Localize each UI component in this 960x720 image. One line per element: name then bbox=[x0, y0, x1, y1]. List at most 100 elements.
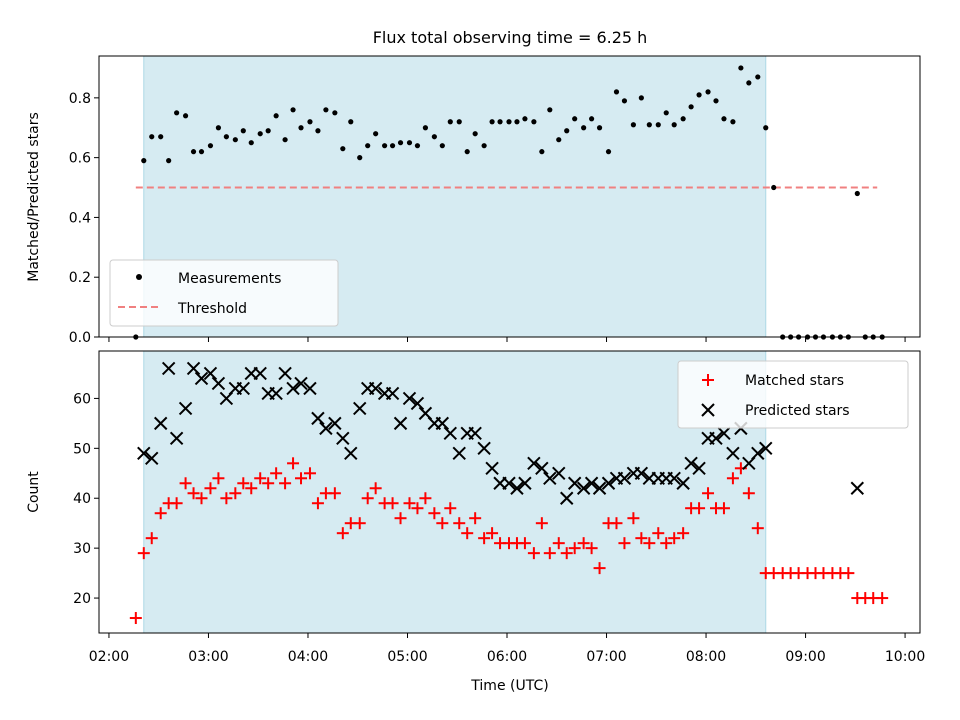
count-series-2 bbox=[137, 361, 865, 505]
ratio-legend: Measurements Threshold bbox=[109, 259, 339, 327]
count-legend-box bbox=[677, 360, 909, 429]
predicted-stars-point bbox=[161, 361, 176, 376]
count-y-tick-label: 50 bbox=[73, 441, 91, 457]
threshold-legend-label: Threshold bbox=[177, 301, 247, 317]
predicted-stars-point bbox=[684, 456, 698, 471]
matched-stars-point bbox=[568, 542, 581, 555]
predicted-stars-point bbox=[286, 381, 300, 396]
x-tick-label: 05:00 bbox=[387, 649, 427, 665]
predicted-stars-point bbox=[634, 466, 649, 480]
predicted-stars-point bbox=[236, 381, 251, 396]
measurement-point bbox=[663, 110, 669, 116]
matched-stars-point bbox=[627, 512, 640, 525]
matched-stars-point bbox=[311, 497, 324, 510]
predicted-stars-point bbox=[502, 476, 516, 490]
matched-stars-point bbox=[137, 547, 150, 560]
x-tick-label: 10:00 bbox=[885, 649, 925, 665]
matched-stars-point bbox=[394, 512, 407, 525]
predicted-stars-point bbox=[410, 396, 425, 411]
matched-stars-point bbox=[742, 487, 755, 500]
predicted-stars-point bbox=[667, 471, 681, 485]
predicted-stars-point bbox=[452, 446, 466, 461]
matched-stars-point bbox=[328, 487, 341, 500]
matched-stars-point bbox=[336, 527, 349, 540]
measurement-point bbox=[738, 65, 744, 71]
measurement-point bbox=[721, 116, 727, 122]
measurement-point bbox=[556, 137, 562, 143]
count-y-tick-label: 30 bbox=[73, 541, 91, 557]
predicted-stars-point bbox=[485, 461, 499, 475]
measurement-point bbox=[713, 98, 719, 104]
matched-stars-point bbox=[145, 532, 158, 545]
predicted-stars-point bbox=[385, 386, 400, 401]
predicted-stars-point bbox=[137, 446, 151, 461]
measurement-point bbox=[671, 122, 677, 128]
predicted-stars-point bbox=[178, 401, 193, 416]
measurements-legend-label: Measurements bbox=[178, 271, 281, 287]
predicted-stars-point bbox=[145, 451, 159, 466]
predicted-stars-point bbox=[344, 446, 358, 461]
x-tick-label: 08:00 bbox=[686, 649, 726, 665]
measurement-point bbox=[190, 149, 197, 155]
predicted-stars-point bbox=[328, 416, 342, 431]
measurement-point bbox=[166, 158, 172, 164]
measurement-point bbox=[771, 184, 777, 191]
measurement-point bbox=[414, 143, 421, 149]
predicted-stars-point bbox=[560, 491, 574, 505]
measurement-point bbox=[630, 122, 636, 128]
matched-stars-point bbox=[303, 467, 316, 480]
matched-stars-point bbox=[295, 472, 308, 485]
predicted-stars-point bbox=[186, 361, 201, 376]
count-y-axis-label: Count bbox=[26, 471, 42, 513]
predicted-stars-point bbox=[726, 446, 740, 461]
matched-stars-point bbox=[179, 477, 192, 490]
count-panel: 20 30 40 50 60 bbox=[73, 350, 921, 638]
measurement-point bbox=[688, 104, 694, 110]
predicted-stars-point bbox=[435, 416, 450, 431]
matched-stars-point bbox=[154, 507, 167, 520]
measurement-point bbox=[215, 125, 222, 131]
measurement-point bbox=[547, 107, 553, 113]
count-series-1 bbox=[129, 457, 889, 625]
matched-stars-point bbox=[411, 502, 424, 515]
predicted-stars-point bbox=[253, 366, 267, 381]
matched-stars-point bbox=[585, 542, 598, 555]
count-y-tick-label: 60 bbox=[73, 391, 91, 407]
predicted-stars-point bbox=[311, 411, 325, 426]
matched-stars-point bbox=[229, 487, 242, 500]
measurement-point bbox=[149, 134, 155, 140]
predicted-stars-point bbox=[584, 476, 599, 490]
predicted-stars-point bbox=[353, 401, 367, 416]
measurement-point bbox=[680, 116, 686, 122]
ratio-legend-box bbox=[109, 259, 339, 327]
matched-stars-point bbox=[677, 527, 690, 540]
matched-stars-point bbox=[577, 537, 590, 550]
measurement-point bbox=[755, 74, 761, 80]
predicted-stars-point bbox=[477, 441, 491, 456]
predicted-stars-point bbox=[601, 476, 616, 490]
predicted-stars-point bbox=[527, 456, 541, 471]
matched-stars-point bbox=[170, 497, 183, 510]
matched-stars-point bbox=[842, 567, 855, 580]
matched-stars-point bbox=[195, 492, 208, 505]
measurement-point bbox=[439, 143, 445, 149]
predicted-stars-legend-marker bbox=[701, 403, 715, 417]
matched-stars-point bbox=[535, 517, 548, 530]
predicted-stars-point bbox=[303, 381, 317, 396]
measurement-point bbox=[373, 131, 379, 137]
predicted-stars-point bbox=[592, 481, 607, 495]
predicted-stars-point bbox=[443, 426, 457, 441]
matched-stars-point bbox=[361, 492, 374, 505]
x-tick-label: 09:00 bbox=[785, 649, 825, 665]
matched-stars-point bbox=[262, 477, 275, 490]
predicted-stars-point bbox=[567, 476, 582, 490]
measurement-point bbox=[198, 149, 205, 155]
matched-stars-point bbox=[635, 532, 648, 545]
matched-stars-point bbox=[693, 502, 706, 515]
ratio-y-tick-label: 0.8 bbox=[69, 91, 91, 107]
measurement-point bbox=[257, 131, 263, 137]
matched-stars-point bbox=[220, 492, 233, 505]
predicted-stars-point bbox=[194, 371, 209, 386]
x-tick-label: 06:00 bbox=[487, 649, 527, 665]
